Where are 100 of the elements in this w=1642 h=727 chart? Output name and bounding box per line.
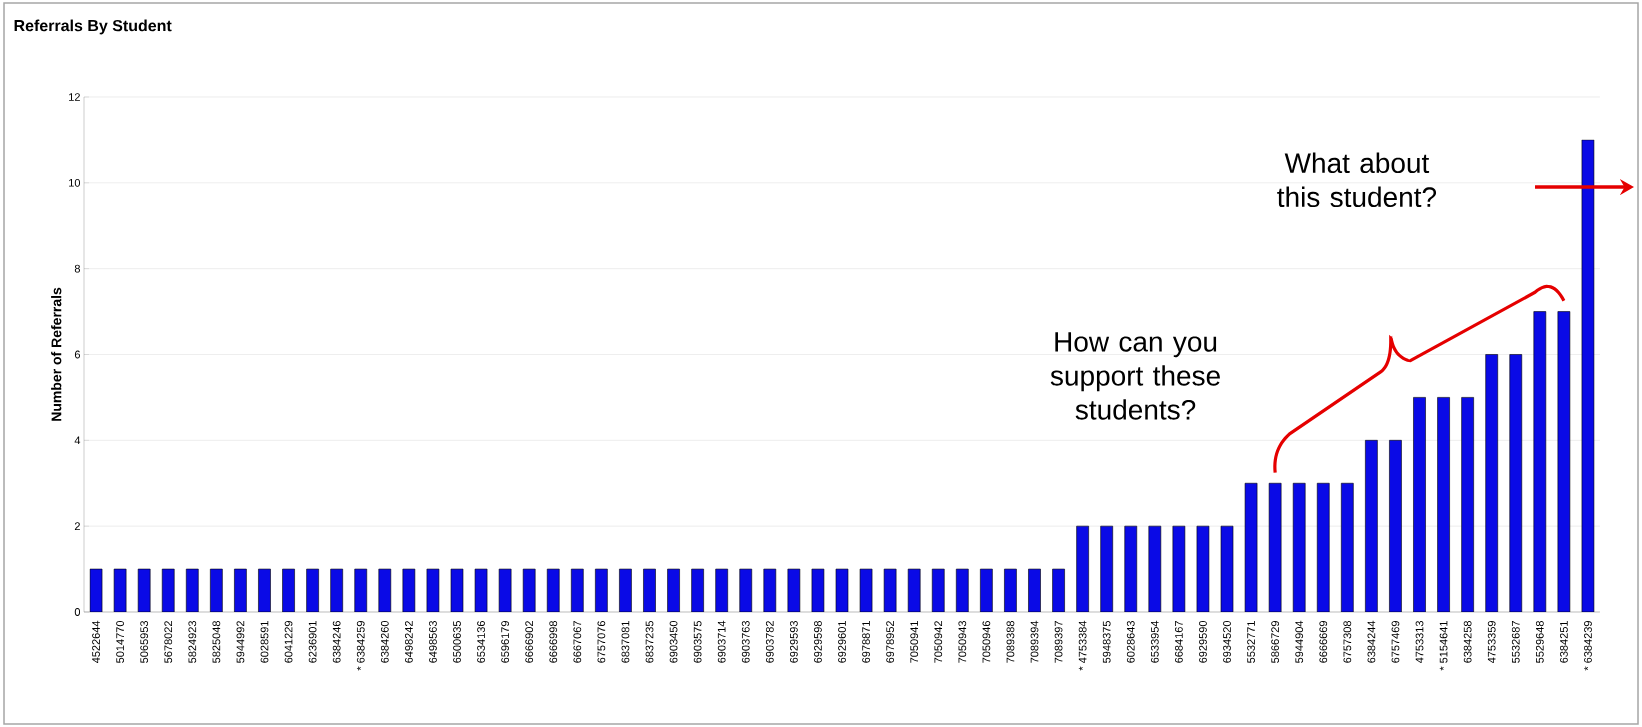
y-tick-label: 4 [74,436,81,445]
bar [522,568,536,612]
bar [185,568,199,612]
y-tick-label: 0 [74,608,81,616]
y-tick-label: 6 [74,350,80,359]
bar [667,568,680,612]
bar [474,568,488,612]
bar [1316,482,1330,612]
bar [643,568,656,612]
x-tick-label: 5944904 [1295,620,1304,663]
annotation: What about this student? [1277,152,1437,208]
bar [1557,311,1571,612]
x-tick-label: 6596179 [501,621,510,663]
x-tick-label: 4522644 [92,620,100,664]
bar [907,568,921,612]
bar [1292,482,1306,612]
bar [1220,525,1234,612]
x-tick-label: 6929601 [838,621,846,663]
y-tick-label: 2 [74,522,80,530]
x-tick-label: 5532687 [1511,621,1520,663]
y-tick-label: 10 [69,178,81,187]
x-tick-label: 6028591 [260,621,269,663]
bar [691,568,704,612]
y-axis-title: Number of Referrals [51,287,62,421]
x-tick-label: 6903763 [741,621,750,663]
bar [1389,440,1402,612]
bar [1437,397,1450,612]
bar [787,568,801,612]
bar [811,568,825,612]
bar [210,568,223,612]
bar [89,568,103,612]
bar [1052,568,1065,612]
bar [113,568,127,612]
bar [1244,482,1258,612]
x-tick-label: 4753313 [1415,621,1424,664]
bar [570,568,584,612]
bar [1172,525,1186,612]
x-tick-label: 6534136 [477,621,485,663]
bar [1413,397,1426,612]
bar [378,568,392,612]
x-tick-label: 6757076 [597,621,606,663]
x-tick-label: 6666998 [549,621,558,663]
x-tick-label: 6667067 [573,621,582,663]
bar [980,568,993,612]
bar [354,568,368,612]
bar [1268,482,1282,612]
x-tick-label: 5529648 [1535,621,1544,663]
bar [1028,568,1041,612]
chart-title: Referrals By Student [14,19,172,35]
x-tick-label: 7089397 [1054,621,1063,663]
x-tick-label: 6384246 [332,621,341,663]
x-tick-label: * 6384259 [356,621,365,671]
bar [234,568,247,612]
x-tick-label: 6929593 [789,621,798,663]
x-tick-label: 5944992 [236,621,245,663]
bar [1485,354,1499,612]
bar [1196,525,1210,612]
x-tick-label: 6498242 [404,621,413,663]
x-tick-label: 6666669 [1319,621,1328,663]
bar [1124,525,1138,612]
x-tick-label: * 4753384 [1078,620,1087,671]
y-tick-label: 12 [69,93,80,101]
x-tick-label: 6934520 [1223,620,1231,663]
x-tick-label: 7050946 [982,621,991,663]
bar [859,568,873,612]
x-tick-label: 6978952 [886,621,895,663]
x-tick-label: 6384244 [1367,620,1376,663]
bar [763,568,777,612]
bar [1533,311,1547,612]
bar [450,568,464,612]
x-tick-label: 7050941 [910,621,919,663]
bar [137,568,151,612]
x-tick-label: 5948375 [1102,621,1111,663]
x-tick-label: 5678022 [164,621,173,663]
bar [306,568,319,612]
bar [426,568,440,612]
x-tick-label: 6837081 [621,621,630,663]
x-tick-label: 7089394 [1030,620,1039,663]
bar [1076,525,1089,612]
x-tick-label: 6757469 [1391,621,1400,663]
bar [282,568,295,612]
x-tick-label: 6384251 [1560,621,1568,663]
x-tick-label: 5866729 [1271,621,1280,663]
bar [1461,397,1474,612]
x-tick-label: 6041229 [284,621,293,663]
x-tick-label: 6837235 [645,621,654,663]
bar [715,568,728,612]
bar [1100,525,1113,612]
x-tick-label: 6903450 [669,620,678,663]
x-tick-label: 6500635 [453,621,461,663]
bar [739,568,753,612]
x-tick-label: 6978871 [862,621,870,663]
x-tick-label: 7050942 [934,621,943,663]
bar [1004,568,1017,612]
bar [955,568,969,612]
x-tick-label: 6903575 [693,621,702,663]
bar [161,568,175,612]
bar [1509,354,1523,612]
bar [595,568,608,612]
x-tick-label: 6684167 [1175,621,1183,663]
